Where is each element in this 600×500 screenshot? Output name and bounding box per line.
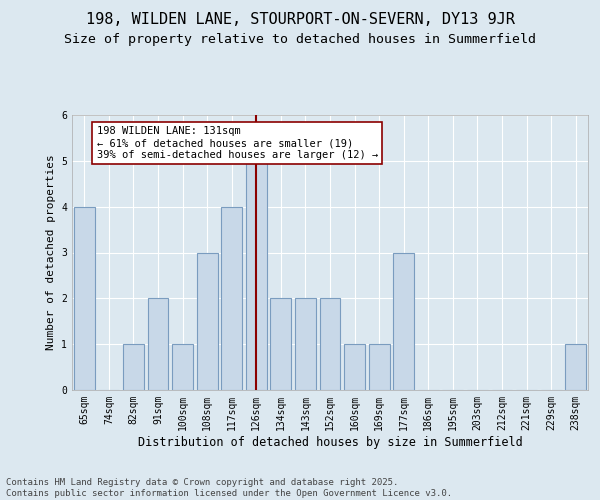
Text: 198 WILDEN LANE: 131sqm
← 61% of detached houses are smaller (19)
39% of semi-de: 198 WILDEN LANE: 131sqm ← 61% of detache…: [97, 126, 378, 160]
Bar: [565, 344, 586, 390]
Bar: [74, 206, 95, 390]
Bar: [295, 298, 316, 390]
Y-axis label: Number of detached properties: Number of detached properties: [46, 154, 56, 350]
Bar: [344, 344, 365, 390]
Bar: [368, 344, 389, 390]
Bar: [393, 252, 414, 390]
Bar: [221, 206, 242, 390]
Bar: [123, 344, 144, 390]
Bar: [148, 298, 169, 390]
Bar: [246, 161, 267, 390]
Text: Contains HM Land Registry data © Crown copyright and database right 2025.
Contai: Contains HM Land Registry data © Crown c…: [6, 478, 452, 498]
Bar: [271, 298, 292, 390]
X-axis label: Distribution of detached houses by size in Summerfield: Distribution of detached houses by size …: [137, 436, 523, 448]
Bar: [172, 344, 193, 390]
Text: 198, WILDEN LANE, STOURPORT-ON-SEVERN, DY13 9JR: 198, WILDEN LANE, STOURPORT-ON-SEVERN, D…: [86, 12, 514, 28]
Bar: [320, 298, 340, 390]
Text: Size of property relative to detached houses in Summerfield: Size of property relative to detached ho…: [64, 32, 536, 46]
Bar: [197, 252, 218, 390]
